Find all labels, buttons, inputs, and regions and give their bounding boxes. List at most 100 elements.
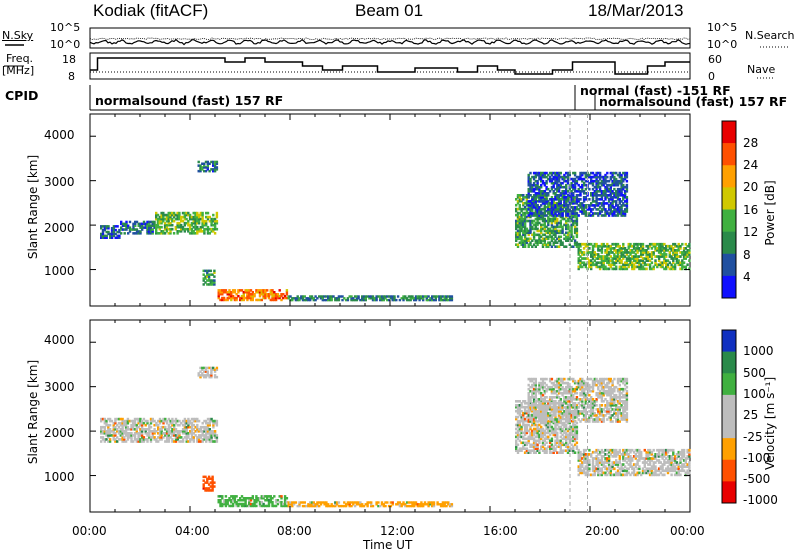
vel-cell xyxy=(620,467,623,471)
vel-cell xyxy=(613,450,616,454)
xtick-5: 20:00 xyxy=(585,524,620,538)
vel-cell xyxy=(575,429,579,433)
power-cell xyxy=(543,175,546,179)
vel-cell xyxy=(206,487,209,490)
vel-cell xyxy=(409,504,412,508)
power-cell xyxy=(579,202,582,205)
vel-cell xyxy=(203,430,206,433)
power-cell xyxy=(545,181,548,185)
power-cell xyxy=(579,185,582,189)
vel-cell xyxy=(207,483,211,486)
power-cell xyxy=(604,212,607,215)
vel-cell xyxy=(547,435,550,439)
power-cell xyxy=(584,263,587,267)
vel-cell xyxy=(366,503,369,506)
power-ytick-3000: 3000 xyxy=(44,175,75,189)
power-cell xyxy=(520,239,523,242)
power-cell xyxy=(531,198,534,201)
vel-cell xyxy=(673,469,677,473)
power-cell xyxy=(120,232,123,235)
power-cell xyxy=(527,187,530,191)
power-cell xyxy=(201,223,204,227)
vel-cell xyxy=(289,501,292,504)
power-cell xyxy=(550,239,554,242)
vel-cell xyxy=(590,455,593,458)
vel-cell xyxy=(130,438,133,441)
power-cell xyxy=(540,198,543,201)
power-cell xyxy=(205,223,208,227)
power-cell xyxy=(602,190,605,193)
vel-cell xyxy=(321,501,324,504)
vel-cell xyxy=(566,421,570,425)
vel-cell xyxy=(357,503,360,506)
vel-cell xyxy=(554,421,557,425)
vel-cell xyxy=(531,409,534,413)
power-cell xyxy=(532,219,536,223)
vel-cell xyxy=(240,499,244,502)
power-cell xyxy=(575,235,579,239)
power-cell xyxy=(172,219,176,223)
vel-cell xyxy=(618,455,621,458)
power-cell xyxy=(615,183,618,187)
vel-cell xyxy=(126,434,130,437)
vel-cell xyxy=(128,419,131,423)
vel-cell xyxy=(645,457,648,460)
vel-cell xyxy=(625,469,629,473)
power-cell xyxy=(615,192,618,195)
power-cell xyxy=(611,206,614,209)
vel-cell xyxy=(146,428,149,431)
power-cell xyxy=(353,295,357,298)
power-cell xyxy=(379,295,382,298)
vel-cell xyxy=(531,383,534,387)
vel-cell xyxy=(538,407,541,411)
power-cell xyxy=(590,259,593,262)
vel-cell xyxy=(258,497,262,500)
power-cell xyxy=(573,181,577,185)
vel-cell xyxy=(121,438,124,441)
power-cell xyxy=(407,298,411,302)
power-cell xyxy=(550,198,554,201)
power-cell xyxy=(606,244,609,248)
power-cell xyxy=(516,243,520,246)
power-cell xyxy=(666,244,670,248)
power-cell xyxy=(607,251,611,254)
power-cell xyxy=(559,231,562,235)
power-cell xyxy=(540,241,543,244)
power-cell xyxy=(620,265,623,269)
power-cell xyxy=(296,298,299,302)
power-cell xyxy=(538,237,541,241)
vel-cell xyxy=(176,432,179,435)
power-cell xyxy=(602,267,605,271)
power-cell xyxy=(439,297,443,300)
vel-cell xyxy=(565,423,568,427)
vel-cell xyxy=(133,423,137,427)
vel-cell xyxy=(211,481,214,484)
vel-cell xyxy=(588,453,591,456)
power-cell xyxy=(418,295,421,298)
vel-cell xyxy=(545,421,548,425)
power-cell xyxy=(611,171,614,175)
vel-cell xyxy=(208,374,211,377)
power-cell xyxy=(515,198,518,201)
power-cell xyxy=(142,222,146,226)
vel-cell xyxy=(196,423,199,427)
power-cell xyxy=(382,295,385,298)
power-cell xyxy=(445,298,448,302)
vel-cell xyxy=(550,431,554,435)
vel-cell xyxy=(561,441,564,445)
vel-cell xyxy=(139,438,142,441)
vel-cell xyxy=(672,457,675,460)
power-cell xyxy=(209,283,212,286)
power-cell xyxy=(190,215,194,219)
power-cell xyxy=(199,227,202,231)
vel-cell xyxy=(552,427,555,431)
vel-cell xyxy=(183,430,187,433)
power-cell xyxy=(623,190,627,193)
power-cell xyxy=(174,217,177,221)
power-cell xyxy=(586,244,589,248)
power-cell xyxy=(584,175,587,179)
power-cell xyxy=(201,217,204,221)
power-cell xyxy=(269,293,272,296)
power-cell xyxy=(522,217,525,221)
power-cell xyxy=(420,295,423,298)
